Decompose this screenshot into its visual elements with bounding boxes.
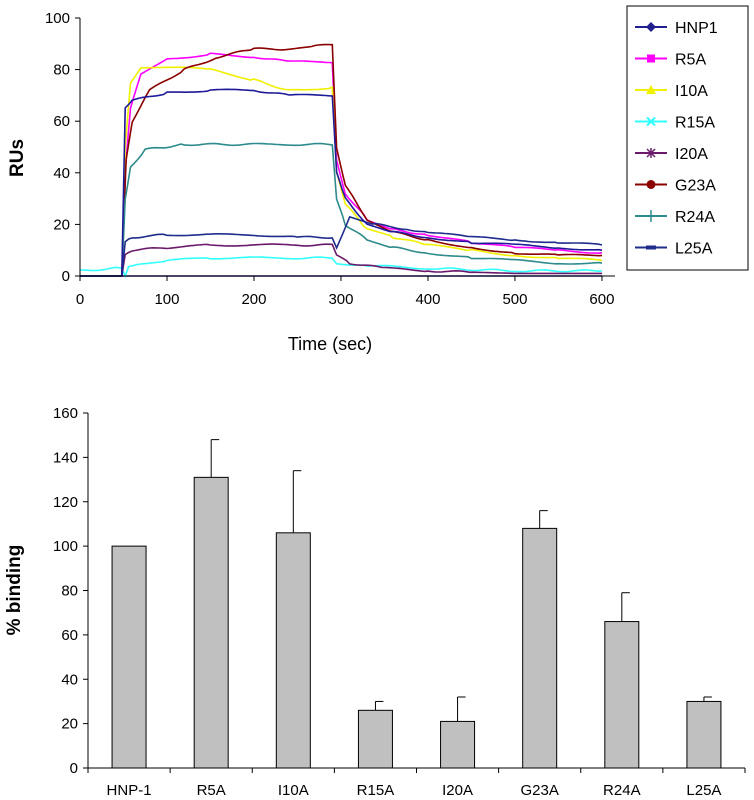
legend-label: HNP1 <box>675 20 718 37</box>
bar-group-i20a <box>440 696 476 769</box>
bottom-y-tick-label: 140 <box>53 449 78 466</box>
legend-label: L25A <box>675 241 713 258</box>
series-line-unlabeled-8 <box>80 88 603 277</box>
top-x-axis-label: Time (sec) <box>288 334 372 354</box>
bar-i20a <box>440 720 476 769</box>
series-line-r24a <box>80 142 603 277</box>
legend-label: R5A <box>675 52 706 69</box>
top-y-tick-label: 0 <box>62 268 70 285</box>
category-label-i10a: I10A <box>278 782 309 799</box>
percent-binding-chart: 0 20 40 60 80 100 120 140 160 HNP-1 R5A I10A R15A I20… <box>4 405 746 799</box>
top-x-tick-label: 400 <box>415 291 440 308</box>
binding-kinetics-chart: 0 20 40 60 80 100 0 100 200 300 400 500 600 Time (se… <box>7 5 749 354</box>
series-line-i20a <box>80 243 602 277</box>
legend-label: R15A <box>675 115 715 132</box>
bar-group-r15a <box>357 700 393 769</box>
bottom-y-axis-label: % binding <box>4 545 25 636</box>
series-line-r15a <box>79 256 603 279</box>
top-y-axis-label: RUs <box>7 139 28 177</box>
top-y-tick-label: 80 <box>53 62 70 79</box>
legend-entry-g23a: G23A <box>635 178 716 195</box>
legend-entry-i10a: I10A <box>635 83 708 100</box>
bar-group-l25a <box>686 696 722 769</box>
legend-label: R24A <box>675 209 715 226</box>
bar-group-r24a <box>604 592 640 769</box>
bar-group-hnp-1 <box>111 545 147 769</box>
bar-l25a <box>686 700 722 769</box>
top-y-tick-label: 60 <box>53 113 70 130</box>
category-label-r15a: R15A <box>357 782 395 799</box>
bar-r5a <box>193 476 229 769</box>
bar-group-r5a <box>193 439 229 769</box>
bar-i10a <box>275 532 311 769</box>
legend-label: I20A <box>675 146 708 163</box>
bottom-y-tick-label: 0 <box>70 760 78 777</box>
legend-entry-r15a: R15A <box>635 115 715 132</box>
top-y-tick-label: 100 <box>45 10 70 27</box>
series-line-r5a <box>80 52 603 277</box>
top-x-tick-label: 300 <box>328 291 353 308</box>
top-x-tick-label: 200 <box>241 291 266 308</box>
legend-entry-i20a: I20A <box>635 146 708 163</box>
category-label-r24a: R24A <box>603 782 641 799</box>
bottom-y-tick-label: 120 <box>53 494 78 511</box>
category-label-i20a: I20A <box>442 782 473 799</box>
top-x-tick-label: 100 <box>154 291 179 308</box>
legend-entry-l25a: L25A <box>635 241 713 258</box>
top-x-tick-label: 500 <box>502 291 527 308</box>
bottom-y-tick-label: 80 <box>61 583 78 600</box>
category-label-l25a: L25A <box>686 782 721 799</box>
bar-hnp-1 <box>111 545 147 769</box>
legend: HNP1 R5A I10A R15A I20A G23A R24A L25A <box>626 5 749 271</box>
legend-entry-hnp1: HNP1 <box>635 20 718 37</box>
bar-group-g23a <box>522 510 558 769</box>
legend-label: G23A <box>675 178 716 195</box>
category-label-r5a: R5A <box>197 782 226 799</box>
category-label-g23a: G23A <box>521 782 559 799</box>
top-x-tick-label: 0 <box>76 291 84 308</box>
category-label-hnp-1: HNP-1 <box>107 782 152 799</box>
bottom-y-tick-label: 60 <box>61 627 78 644</box>
series-line-g23a <box>80 43 603 277</box>
bottom-y-tick-label: 40 <box>61 671 78 688</box>
series-line-l25a <box>80 215 603 277</box>
bar-g23a <box>522 527 558 769</box>
bar-r15a <box>357 709 393 769</box>
top-x-tick-label: 600 <box>589 291 614 308</box>
top-y-tick-label: 20 <box>53 216 70 233</box>
bottom-y-tick-label: 100 <box>53 538 78 555</box>
bar-group-i10a <box>275 470 311 769</box>
legend-entry-r5a: R5A <box>635 52 706 69</box>
top-y-tick-label: 40 <box>53 165 70 182</box>
bottom-y-tick-label: 160 <box>53 405 78 422</box>
legend-box <box>626 5 749 271</box>
bar-r24a <box>604 621 640 769</box>
legend-label: I10A <box>675 83 708 100</box>
legend-entry-r24a: R24A <box>635 209 715 226</box>
bottom-y-tick-label: 20 <box>61 716 78 733</box>
